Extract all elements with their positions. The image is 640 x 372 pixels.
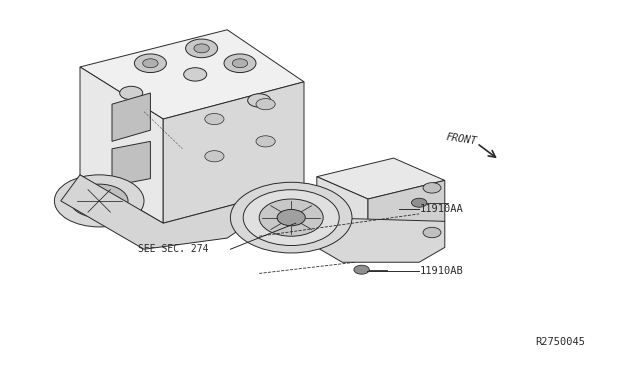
Circle shape	[423, 183, 441, 193]
Circle shape	[259, 199, 323, 236]
Circle shape	[205, 113, 224, 125]
Circle shape	[143, 59, 158, 68]
Circle shape	[134, 54, 166, 73]
Circle shape	[120, 86, 143, 100]
Polygon shape	[80, 30, 304, 119]
Text: FRONT: FRONT	[445, 132, 477, 147]
Circle shape	[256, 136, 275, 147]
Circle shape	[423, 227, 441, 238]
Circle shape	[412, 198, 427, 207]
Circle shape	[277, 209, 305, 226]
Circle shape	[230, 182, 352, 253]
Circle shape	[243, 190, 339, 246]
Polygon shape	[112, 141, 150, 186]
Circle shape	[232, 59, 248, 68]
Circle shape	[248, 94, 271, 107]
Text: 11910AB: 11910AB	[420, 266, 463, 276]
Circle shape	[88, 194, 111, 208]
Polygon shape	[61, 175, 304, 249]
Circle shape	[194, 44, 209, 53]
Text: R2750045: R2750045	[535, 337, 585, 347]
Circle shape	[54, 175, 144, 227]
Polygon shape	[317, 158, 445, 199]
Polygon shape	[163, 82, 304, 223]
Circle shape	[256, 99, 275, 110]
Polygon shape	[112, 93, 150, 141]
Circle shape	[70, 184, 128, 218]
Circle shape	[354, 265, 369, 274]
Text: SEE SEC. 274: SEE SEC. 274	[138, 244, 208, 254]
Polygon shape	[80, 67, 163, 223]
Text: 11910AA: 11910AA	[420, 205, 463, 214]
Circle shape	[205, 151, 224, 162]
Polygon shape	[317, 177, 368, 240]
Polygon shape	[368, 180, 445, 240]
Circle shape	[186, 39, 218, 58]
Circle shape	[184, 68, 207, 81]
Circle shape	[224, 54, 256, 73]
Polygon shape	[317, 218, 445, 262]
